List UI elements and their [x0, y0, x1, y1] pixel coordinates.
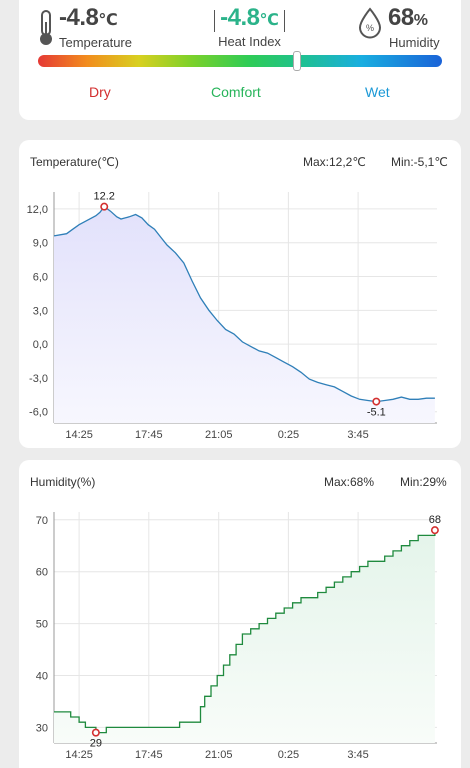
series-area	[54, 206, 435, 423]
y-tick-label: 6,0	[33, 272, 48, 284]
x-tick-label: 14:25	[65, 749, 93, 761]
y-tick-label: 12,0	[27, 204, 48, 216]
min-point-marker	[91, 728, 100, 737]
x-tick-label: 3:45	[347, 429, 368, 441]
heat-index-reading[interactable]: -4.8℃ Heat Index	[187, 4, 312, 54]
x-tick-label: 0:25	[278, 429, 299, 441]
temperature-chart-title: Temperature(℃)	[30, 155, 119, 169]
humidity-max-label: Max:68%	[324, 475, 375, 489]
right-divider	[283, 9, 286, 32]
x-tick-label: 21:05	[205, 749, 233, 761]
humidity-reading[interactable]: % 68% Humidity	[357, 4, 461, 54]
temperature-min-label: Min:-5,1℃	[391, 155, 448, 169]
humidity-chart-title: Humidity(%)	[30, 475, 96, 489]
zone-label-dry: Dry	[89, 84, 111, 100]
y-tick-label: 70	[36, 515, 48, 527]
min-point-marker	[372, 397, 381, 406]
series-line	[53, 205, 435, 403]
max-point-label: 68	[429, 514, 441, 526]
y-tick-label: 0,0	[33, 339, 48, 351]
summary-card: -4.8℃ Temperature -4.8℃ Heat Index % 68%…	[19, 0, 461, 120]
max-point-marker	[100, 202, 109, 211]
humidity-value: 68	[388, 4, 414, 31]
humidity-chart-card[interactable]: Humidity(%) Max:68% Min:29% 70 60 50 40 30 14…	[19, 460, 461, 768]
temperature-label: Temperature	[59, 35, 132, 50]
thermometer-icon	[40, 10, 52, 45]
water-drop-icon: %	[358, 7, 382, 39]
humidity-unit: %	[413, 12, 428, 29]
humidity-label: Humidity	[389, 35, 440, 50]
max-point-marker	[430, 526, 439, 535]
y-tick-label: 40	[36, 671, 48, 683]
zone-label-wet: Wet	[365, 84, 390, 100]
y-tick-label: -6,0	[29, 407, 48, 419]
zone-label-comfort: Comfort	[211, 84, 261, 100]
comfort-scale-bar	[38, 55, 442, 67]
left-divider	[213, 9, 216, 32]
temperature-chart-card[interactable]: Temperature(℃) Max:12,2℃ Min:-5,1℃ 12,0 9…	[19, 140, 461, 448]
temperature-max-label: Max:12,2℃	[303, 155, 366, 169]
series-line	[54, 530, 436, 734]
x-tick-label: 14:25	[65, 429, 93, 441]
temperature-value: -4.8	[59, 4, 99, 31]
humidity-min-label: Min:29%	[400, 475, 447, 489]
x-tick-label: 21:05	[205, 429, 233, 441]
temperature-reading[interactable]: -4.8℃ Temperature	[33, 4, 163, 54]
x-tick-label: 17:45	[135, 749, 163, 761]
max-point-label: 12.2	[94, 191, 115, 203]
min-point-label: -5.1	[367, 407, 386, 419]
humidity-chart[interactable]: 70 60 50 40 30 14:25 17:45 21:05 0:25 3:45 68 29	[19, 460, 461, 768]
x-tick-label: 3:45	[347, 749, 368, 761]
y-tick-label: 30	[36, 722, 48, 734]
temperature-unit: ℃	[98, 12, 118, 29]
drop-percent-glyph: %	[366, 23, 374, 33]
heat-index-label: Heat Index	[218, 34, 281, 49]
y-tick-label: -3,0	[29, 373, 48, 385]
heat-index-unit: ℃	[259, 12, 279, 29]
y-tick-label: 3,0	[33, 305, 48, 317]
x-tick-label: 17:45	[135, 429, 163, 441]
heat-index-value: -4.8	[220, 4, 260, 31]
temperature-chart[interactable]: 12,0 9,0 6,0 3,0 0,0 -3,0 -6,0 14:25 17:45 21:05 0…	[19, 140, 461, 448]
min-point-label: 29	[90, 738, 102, 750]
y-tick-label: 9,0	[33, 238, 48, 250]
comfort-scale-marker[interactable]	[292, 51, 301, 71]
y-tick-label: 50	[36, 619, 48, 631]
x-tick-label: 0:25	[278, 749, 299, 761]
series-area	[54, 530, 435, 743]
y-tick-label: 60	[36, 567, 48, 579]
